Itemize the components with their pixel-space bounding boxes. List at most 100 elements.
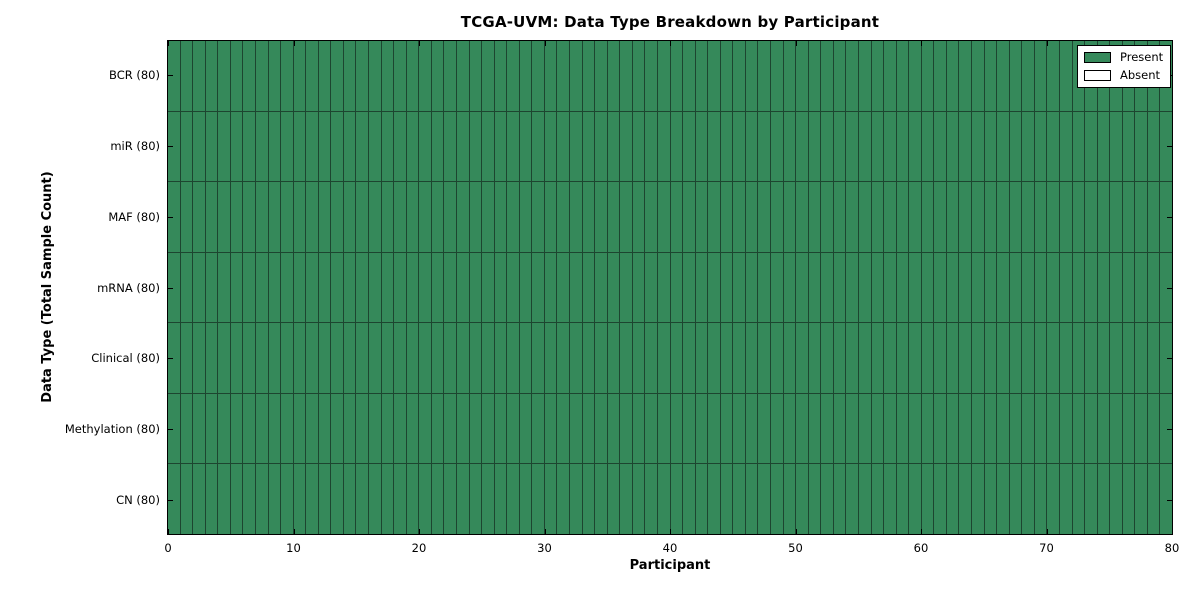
heatmap-cell (1135, 111, 1147, 182)
heatmap-cell (230, 252, 243, 323)
heatmap-cell (193, 252, 205, 323)
heatmap-cell (205, 111, 218, 182)
heatmap-cell (255, 41, 268, 111)
heatmap-cell (1022, 41, 1034, 111)
heatmap-cell (934, 182, 946, 252)
heatmap-cell (695, 182, 708, 252)
heatmap-cell (758, 464, 770, 534)
heatmap-cell (570, 41, 582, 111)
heatmap-cell (783, 323, 796, 393)
y-tick-label: CN (80) (116, 492, 160, 507)
heatmap-cell (205, 464, 218, 534)
heatmap-cell (708, 393, 720, 464)
heatmap-cell (331, 323, 343, 393)
heatmap-cell (1009, 252, 1022, 323)
heatmap-cell (168, 393, 180, 464)
heatmap-cell (1022, 252, 1034, 323)
heatmap-cell (469, 393, 482, 464)
heatmap-cell (381, 464, 394, 534)
heatmap-cell (884, 393, 896, 464)
heatmap-cell (394, 182, 406, 252)
heatmap-cell (796, 393, 808, 464)
heatmap-cell (281, 111, 293, 182)
heatmap-cell (708, 182, 720, 252)
heatmap-cell (419, 393, 431, 464)
heatmap-cell (708, 41, 720, 111)
legend-swatch (1084, 70, 1111, 81)
y-tick-mark (168, 499, 173, 501)
heatmap-cell (570, 252, 582, 323)
y-tick-label: Methylation (80) (64, 421, 160, 436)
heatmap-cell (1047, 252, 1059, 323)
heatmap-cell (193, 111, 205, 182)
heatmap-cell (1147, 111, 1160, 182)
heatmap-cell (934, 323, 946, 393)
heatmap-cell (934, 393, 946, 464)
heatmap-cell (230, 111, 243, 182)
heatmap-cell (1059, 393, 1072, 464)
heatmap-cell (193, 41, 205, 111)
heatmap-cell (482, 182, 494, 252)
heatmap-cell (557, 252, 569, 323)
heatmap-cell (306, 393, 318, 464)
heatmap-cell (972, 182, 984, 252)
heatmap-cell (745, 323, 758, 393)
heatmap-cell (959, 393, 971, 464)
x-axis-label: Participant (629, 558, 711, 573)
heatmap-cell (934, 111, 946, 182)
heatmap-cell (972, 464, 984, 534)
heatmap-cell (909, 111, 921, 182)
heatmap-cell (921, 111, 934, 182)
heatmap-cell (406, 393, 419, 464)
heatmap-cell (318, 182, 331, 252)
heatmap-cell (1135, 393, 1147, 464)
heatmap-row (168, 182, 1172, 252)
heatmap-cell (331, 41, 343, 111)
heatmap-cell (444, 464, 456, 534)
heatmap-cell (733, 393, 745, 464)
heatmap-cell (381, 111, 394, 182)
heatmap-cell (193, 464, 205, 534)
heatmap-cell (1034, 323, 1047, 393)
heatmap-cell (821, 323, 833, 393)
heatmap-cell (519, 182, 532, 252)
heatmap-cell (507, 464, 519, 534)
heatmap-cell (783, 252, 796, 323)
heatmap-cell (997, 464, 1009, 534)
heatmap-cell (218, 41, 230, 111)
heatmap-cell (243, 182, 255, 252)
heatmap-cell (205, 393, 218, 464)
heatmap-cell (293, 464, 306, 534)
heatmap-cell (519, 111, 532, 182)
heatmap-cell (482, 252, 494, 323)
heatmap-cell (343, 41, 356, 111)
heatmap-cell (595, 41, 607, 111)
heatmap-cell (281, 41, 293, 111)
heatmap-cell (1147, 252, 1160, 323)
heatmap-cell (884, 464, 896, 534)
heatmap-cell (419, 252, 431, 323)
heatmap-cell (997, 41, 1009, 111)
heatmap-cell (871, 111, 884, 182)
heatmap-cell (444, 41, 456, 111)
heatmap-cell (771, 252, 783, 323)
heatmap-cell (645, 41, 657, 111)
heatmap-cell (871, 464, 884, 534)
heatmap-cell (796, 182, 808, 252)
heatmap-cell (909, 41, 921, 111)
heatmap-cell (268, 41, 281, 111)
heatmap-cell (1110, 323, 1122, 393)
heatmap-cell (532, 252, 544, 323)
heatmap-row (168, 41, 1172, 111)
heatmap-cell (909, 252, 921, 323)
heatmap-cell (984, 182, 997, 252)
heatmap-cell (494, 182, 507, 252)
heatmap-cell (444, 393, 456, 464)
heatmap-cell (670, 464, 683, 534)
heatmap-cell (218, 252, 230, 323)
heatmap-cell (218, 111, 230, 182)
heatmap-cell (205, 182, 218, 252)
heatmap-cell (205, 323, 218, 393)
heatmap-cell (356, 323, 368, 393)
